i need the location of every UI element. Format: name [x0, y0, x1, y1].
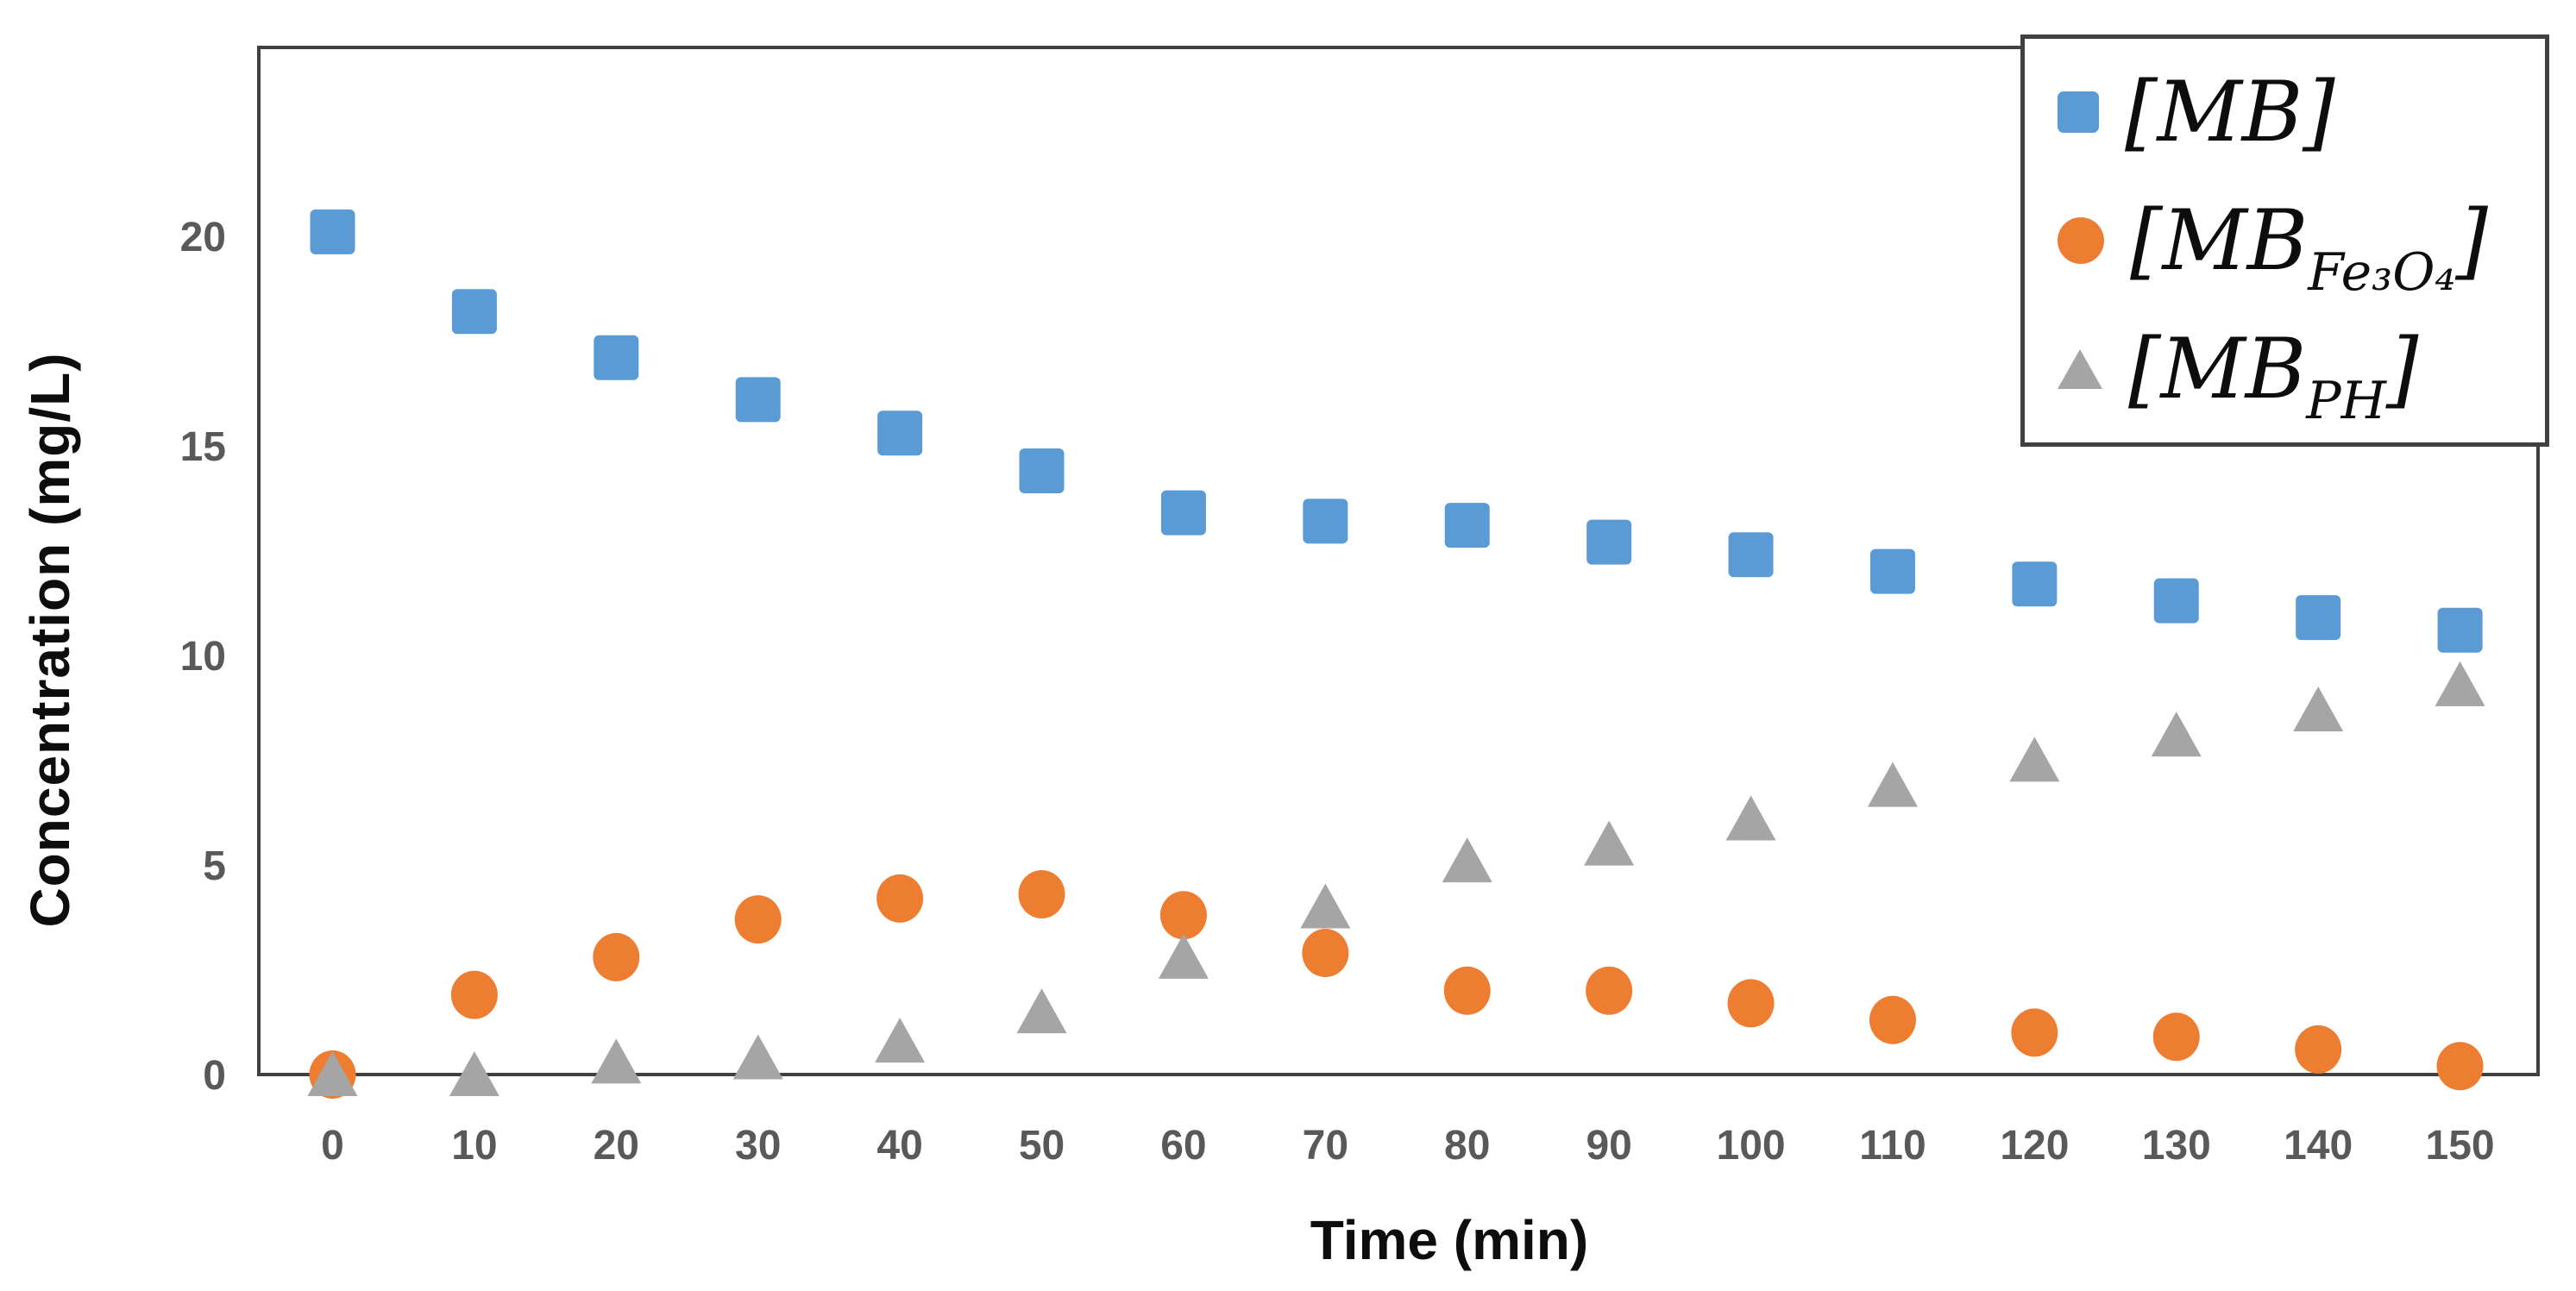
point-mb: [1586, 519, 1632, 565]
point-mb: [1869, 548, 1915, 594]
legend-label: [MBPH]: [2128, 321, 2419, 432]
legend-item-mb-fe3o4: [MBFe₃O₄]: [2058, 191, 2545, 303]
point-mb-ph: [2009, 736, 2060, 782]
point-mb: [1303, 498, 1348, 544]
point-mb-fe3o4: [1018, 869, 1065, 918]
x-tick-label: 120: [2000, 1123, 2069, 1169]
point-mb-fe3o4: [593, 932, 640, 981]
point-mb-ph: [732, 1034, 783, 1080]
point-mb: [310, 209, 355, 254]
point-mb-ph: [1725, 795, 1776, 841]
point-mb: [451, 289, 497, 335]
y-tick-label: 15: [180, 424, 226, 470]
point-mb-fe3o4: [1727, 979, 1775, 1028]
point-mb-fe3o4: [734, 895, 782, 944]
point-mb: [1160, 490, 1206, 536]
y-tick-label: 20: [180, 215, 226, 260]
x-tick-label: 130: [2142, 1123, 2211, 1169]
point-mb-fe3o4: [2436, 1042, 2484, 1091]
legend-item-mb: [MB]: [2058, 71, 2545, 154]
point-mb-ph: [1584, 820, 1635, 866]
x-tick-label: 140: [2284, 1123, 2353, 1169]
point-mb-fe3o4: [2011, 1008, 2058, 1057]
point-mb-ph: [1867, 761, 1918, 807]
point-mb: [877, 410, 923, 456]
point-mb-fe3o4: [1302, 929, 1349, 978]
x-tick-label: 0: [321, 1123, 344, 1169]
point-mb-fe3o4: [876, 874, 924, 923]
point-mb: [2437, 607, 2483, 653]
point-mb: [2153, 578, 2199, 624]
x-tick-label: 110: [1859, 1123, 1926, 1169]
y-tick-label: 10: [180, 634, 226, 680]
point-mb-fe3o4: [1159, 891, 1207, 940]
point-mb-fe3o4: [1869, 995, 1916, 1044]
x-tick-label: 90: [1586, 1123, 1631, 1169]
legend-triangle-icon: [2058, 349, 2102, 390]
point-mb: [1019, 448, 1065, 493]
x-tick-label: 70: [1303, 1123, 1348, 1169]
point-mb-ph: [1016, 988, 1067, 1034]
point-mb-ph: [307, 1051, 358, 1096]
x-tick-label: 150: [2426, 1123, 2495, 1169]
y-axis-title: Concentration (mg/L): [19, 352, 81, 928]
legend-circle-icon: [2058, 216, 2104, 264]
x-tick-label: 60: [1160, 1123, 1206, 1169]
y-tick-label: 0: [203, 1053, 226, 1099]
x-tick-label: 10: [451, 1123, 497, 1169]
legend-label: [MB]: [2125, 63, 2335, 160]
point-mb: [2296, 595, 2341, 641]
point-mb: [735, 377, 781, 423]
legend-item-mb-ph: [MBPH]: [2058, 321, 2545, 432]
x-tick-label: 100: [1717, 1123, 1786, 1169]
point-mb-fe3o4: [450, 970, 498, 1019]
point-mb-ph: [1300, 883, 1351, 929]
point-mb-fe3o4: [1586, 966, 1633, 1015]
point-mb: [1444, 503, 1490, 548]
x-tick-label: 50: [1019, 1123, 1065, 1169]
legend-label: [MBFe₃O₄]: [2130, 191, 2488, 303]
point-mb-ph: [1442, 837, 1492, 883]
x-tick-label: 80: [1444, 1123, 1490, 1169]
plot-frame: [257, 46, 2540, 1076]
x-axis-title: Time (min): [1310, 1209, 1589, 1271]
x-tick-label: 30: [735, 1123, 781, 1169]
point-mb: [1728, 532, 1774, 578]
point-mb: [594, 335, 639, 380]
point-mb-ph: [2151, 711, 2202, 757]
point-mb-ph: [2435, 661, 2485, 706]
legend: [MB] [MBFe₃O₄] [MBPH]: [2020, 34, 2549, 447]
x-tick-label: 40: [876, 1123, 922, 1169]
point-mb: [2012, 561, 2058, 607]
point-mb-ph: [875, 1018, 926, 1063]
point-mb-ph: [449, 1051, 499, 1096]
y-tick-label: 5: [203, 843, 226, 889]
point-mb-ph: [2293, 686, 2344, 732]
point-mb-fe3o4: [2152, 1012, 2200, 1062]
legend-square-icon: [2058, 91, 2099, 133]
point-mb-fe3o4: [1443, 966, 1491, 1015]
point-mb-ph: [591, 1038, 642, 1084]
x-tick-label: 20: [594, 1123, 639, 1169]
point-mb-fe3o4: [2295, 1025, 2342, 1074]
point-mb-ph: [1158, 933, 1209, 979]
